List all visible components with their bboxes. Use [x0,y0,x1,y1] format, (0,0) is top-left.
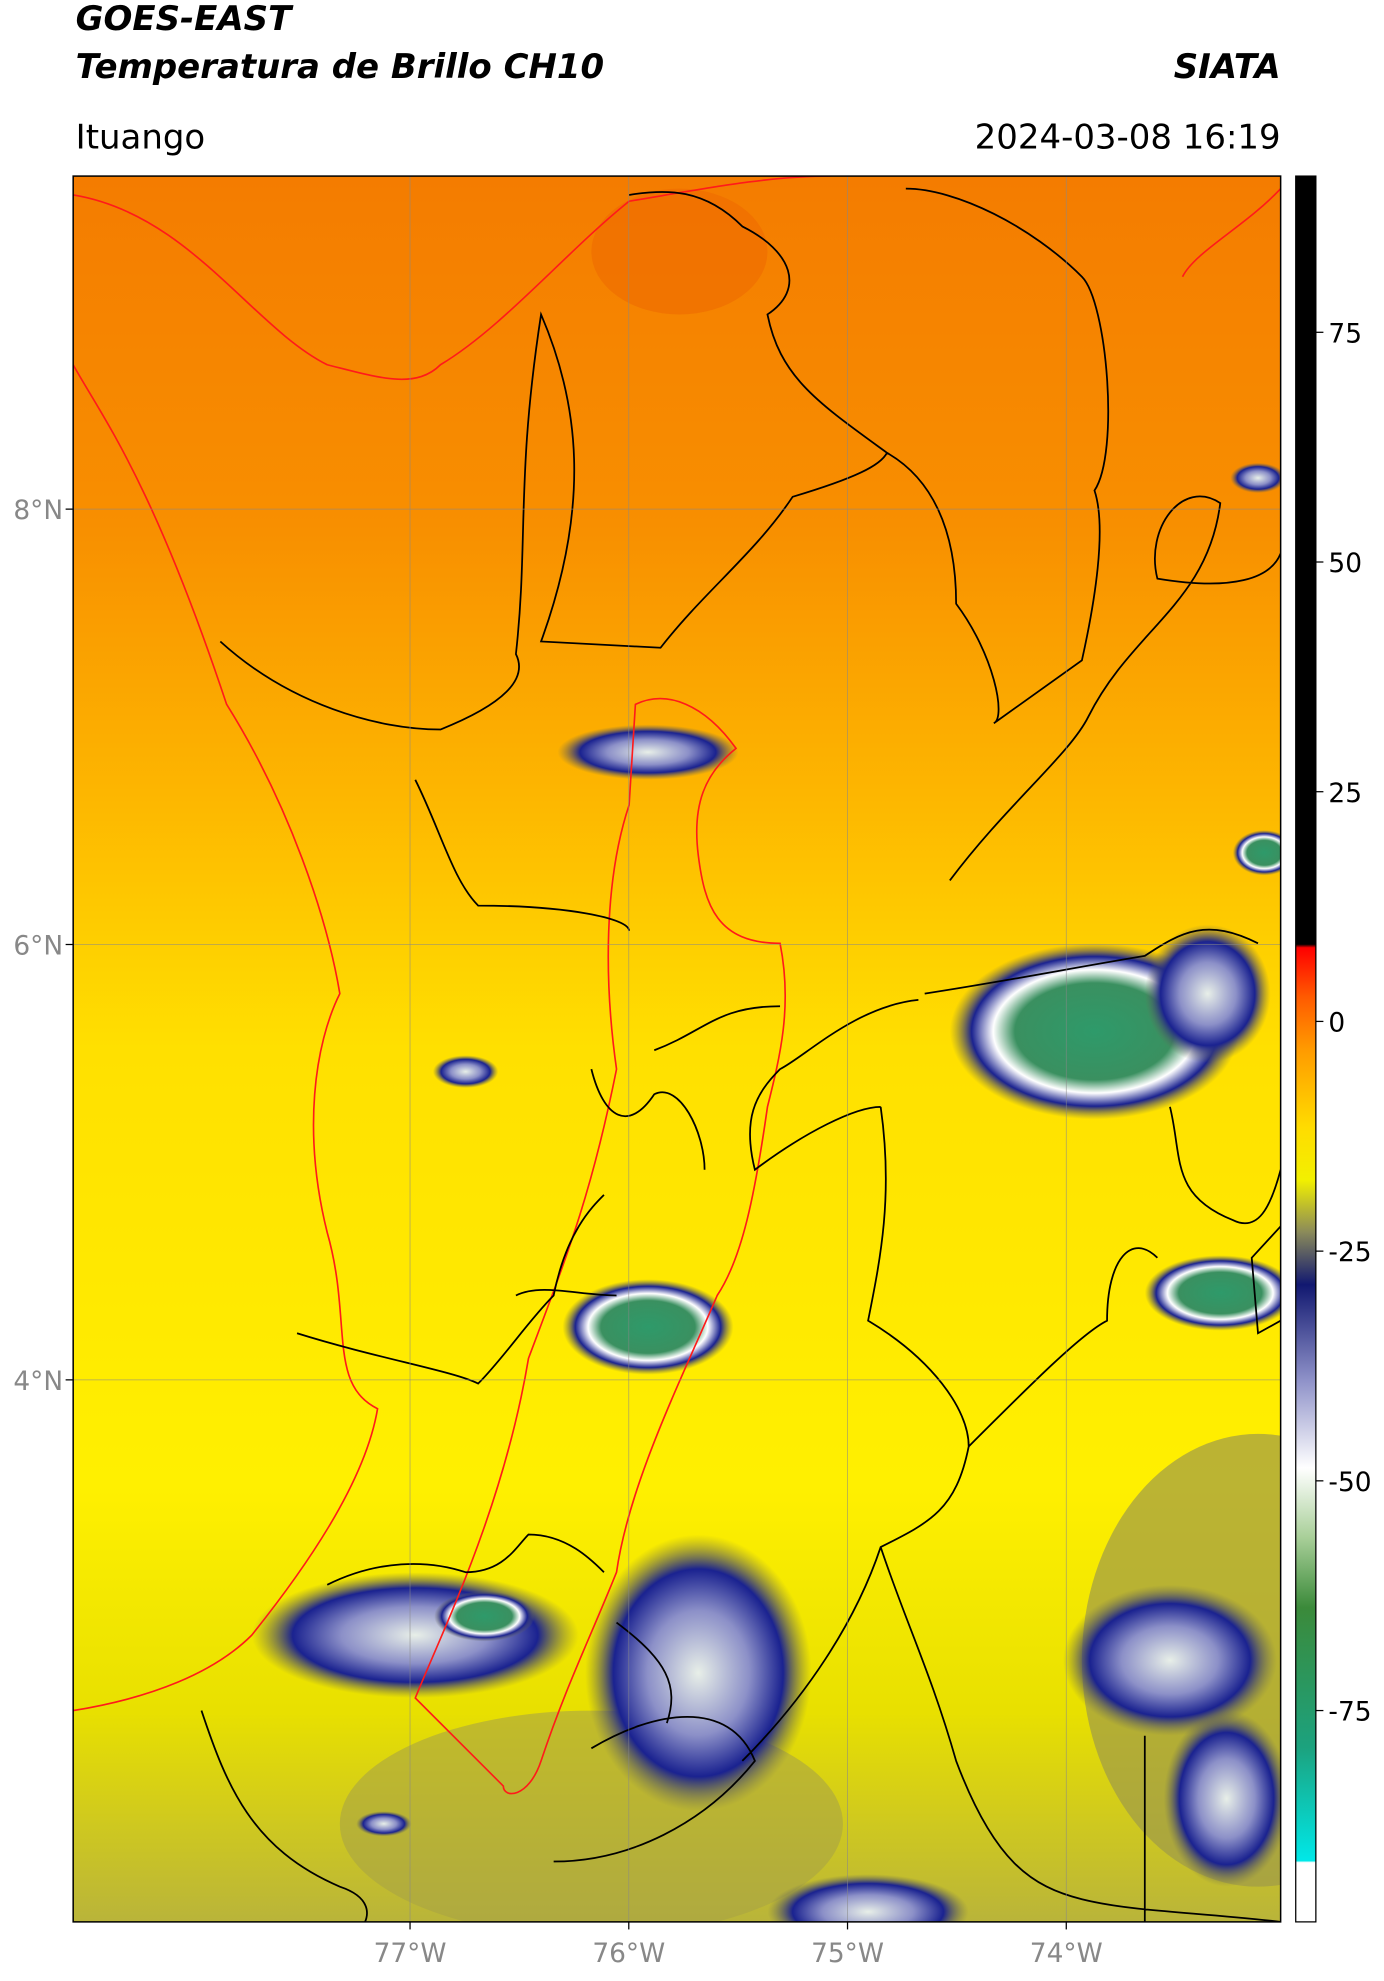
colorbar-tick-label: 75 [1328,318,1362,349]
colorbar-tick-label: -50 [1328,1467,1371,1498]
x-tick-label: 75°W [811,1938,884,1969]
cloud [557,724,739,780]
warm-area [591,188,768,315]
location: Ituango [76,117,206,157]
x-tick-label: 77°W [374,1938,447,1969]
cloud [767,1874,969,1922]
colorbar-tick-label: 50 [1328,548,1362,579]
department-borders [200,187,1281,1922]
map-layer [73,176,1281,1922]
cloud [1163,1710,1281,1887]
y-tick-label: 6°N [13,931,63,962]
agency: SIATA [1174,47,1281,87]
cloud [562,1279,734,1375]
cloud [585,1534,812,1812]
subtitle: Temperatura de Brillo CH10 [76,47,604,87]
cloud [1230,462,1281,494]
cloud [1063,1584,1277,1736]
colorbar-tick-label: 0 [1328,1007,1345,1038]
x-tick-label: 76°W [592,1938,665,1969]
grid [73,176,1281,1922]
x-tick-label: 74°W [1030,1938,1103,1969]
map-frame [72,175,1282,1923]
colorbar [1295,175,1317,1923]
cloud [434,1591,535,1642]
colorbar-tick-label: -75 [1328,1697,1371,1728]
datetime: 2024-03-08 16:19 [975,117,1281,157]
cloud [1232,830,1281,876]
title: GOES-EAST [76,0,294,39]
colorbar-tick-label: -25 [1328,1237,1371,1268]
coastline [73,176,1281,1712]
cloud [1144,1255,1281,1331]
cloud [432,1055,499,1088]
cloud [251,1572,579,1698]
y-tick-label: 8°N [13,495,63,526]
ituango-basin [414,697,787,1795]
cloud [356,1811,412,1837]
y-tick-label: 4°N [13,1366,63,1397]
colorbar-tick-label: 25 [1328,778,1362,809]
cloud [1144,924,1271,1063]
